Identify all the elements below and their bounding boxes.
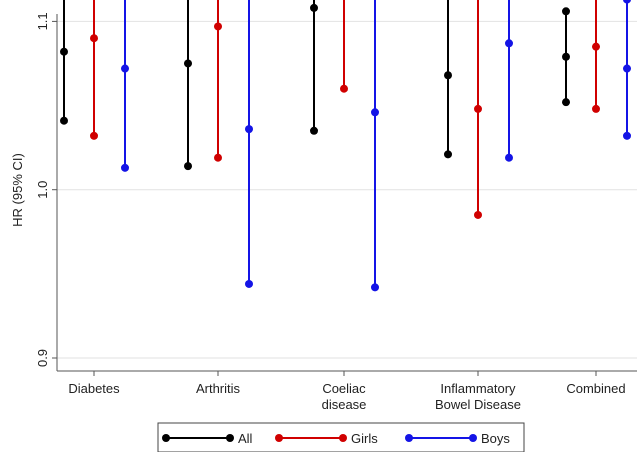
legend-label: All <box>238 431 253 446</box>
y-axis-label: HR (95% CI) <box>10 153 25 227</box>
estimate-point <box>60 47 68 56</box>
legend-label: Boys <box>481 431 510 446</box>
ci-lower-point <box>310 126 318 135</box>
y-tick-label: 1.1 <box>35 12 50 30</box>
estimate-point <box>444 71 452 80</box>
y-tick-label: 1.0 <box>35 181 50 199</box>
ci-lower-point <box>371 283 379 292</box>
x-tick-label: Combined <box>566 381 625 396</box>
ci-lower-point <box>60 116 68 125</box>
series-girls <box>90 0 600 219</box>
legend-marker <box>339 434 347 442</box>
legend-item-boys: Boys <box>405 431 510 446</box>
x-tick-label: disease <box>322 397 367 412</box>
ci-lower-point <box>592 104 600 113</box>
ci-lower-point <box>121 163 129 172</box>
estimate-point <box>184 59 192 68</box>
legend-marker <box>469 434 477 442</box>
estimate-point <box>121 64 129 73</box>
grid-lines <box>57 20 637 359</box>
ci-upper-point <box>623 0 631 4</box>
x-tick-label: Coeliac <box>322 381 366 396</box>
x-tick-label: Inflammatory <box>440 381 516 396</box>
ci-lower-point <box>505 153 513 162</box>
ci-lower-point <box>245 279 253 288</box>
estimate-point <box>90 34 98 43</box>
estimate-point <box>310 3 318 12</box>
estimate-point <box>245 125 253 134</box>
series-boys <box>121 0 631 292</box>
ci-lower-point <box>214 153 222 162</box>
x-tick-label: Arthritis <box>196 381 241 396</box>
series-all <box>60 0 570 171</box>
legend-item-girls: Girls <box>275 431 378 446</box>
ci-lower-point <box>623 131 631 140</box>
estimate-point <box>371 108 379 117</box>
legend: All Girls Boys <box>157 422 525 452</box>
estimate-point <box>592 42 600 51</box>
legend-label: Girls <box>351 431 378 446</box>
legend-marker <box>226 434 234 442</box>
estimate-point <box>474 104 482 113</box>
y-axis-ticks: 0.91.01.11.21.3 <box>35 12 57 367</box>
ci-lower-point <box>340 84 348 93</box>
x-tick-label: Diabetes <box>68 381 120 396</box>
estimate-point <box>562 52 570 61</box>
x-tick-label: Bowel Disease <box>435 397 521 412</box>
ci-upper-point <box>562 7 570 16</box>
ci-lower-point <box>444 150 452 159</box>
ci-lower-point <box>184 162 192 171</box>
estimate-point <box>623 64 631 73</box>
legend-item-all: All <box>162 431 253 446</box>
legend-marker <box>275 434 283 442</box>
legend-marker <box>405 434 413 442</box>
legend-marker <box>162 434 170 442</box>
estimate-point <box>505 39 513 48</box>
ci-lower-point <box>562 98 570 107</box>
estimate-point <box>214 22 222 31</box>
y-tick-label: 0.9 <box>35 349 50 367</box>
series-layer <box>60 0 631 292</box>
ci-lower-point <box>90 131 98 140</box>
ci-lower-point <box>474 210 482 219</box>
